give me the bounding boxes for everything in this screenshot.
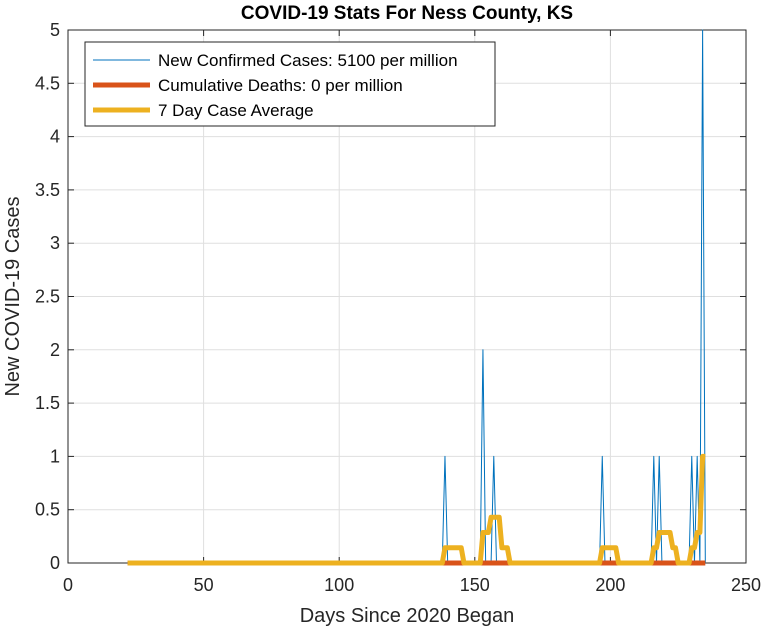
y-tick-label: 5 — [50, 20, 60, 40]
y-tick-label: 1.5 — [35, 393, 60, 413]
chart-title: COVID-19 Stats For Ness County, KS — [241, 3, 573, 24]
y-tick-label: 1 — [50, 446, 60, 466]
y-tick-label: 4.5 — [35, 73, 60, 93]
x-tick-label: 100 — [324, 575, 354, 595]
y-tick-label: 2 — [50, 340, 60, 360]
x-tick-label: 50 — [194, 575, 214, 595]
legend-entry-label: New Confirmed Cases: 5100 per million — [158, 51, 458, 70]
series-line-2 — [127, 453, 706, 566]
series-layer — [127, 29, 706, 566]
x-tick-label: 0 — [63, 575, 73, 595]
x-axis-title: Days Since 2020 Began — [300, 605, 515, 627]
x-tick-label: 200 — [595, 575, 625, 595]
x-tick-label: 150 — [460, 575, 490, 595]
y-tick-label: 2.5 — [35, 287, 60, 307]
legend-entry-label: 7 Day Case Average — [158, 101, 314, 120]
axis-ticks: 0 50 100 150 200 250 0 0.5 1 1.5 2 2.5 3 3.5 4 4.5 5 — [35, 20, 761, 595]
legend: New Confirmed Cases: 5100 per million Cum… — [84, 41, 496, 127]
y-tick-label: 3 — [50, 233, 60, 253]
legend-entry-label: Cumulative Deaths: 0 per million — [158, 76, 403, 95]
y-tick-label: 3.5 — [35, 180, 60, 200]
y-tick-label: 0.5 — [35, 500, 60, 520]
x-tick-label: 250 — [731, 575, 761, 595]
y-tick-label: 0 — [50, 553, 60, 573]
y-axis-title: New COVID-19 Cases — [2, 196, 24, 396]
legend-box — [84, 41, 496, 127]
y-tick-label: 4 — [50, 127, 60, 147]
